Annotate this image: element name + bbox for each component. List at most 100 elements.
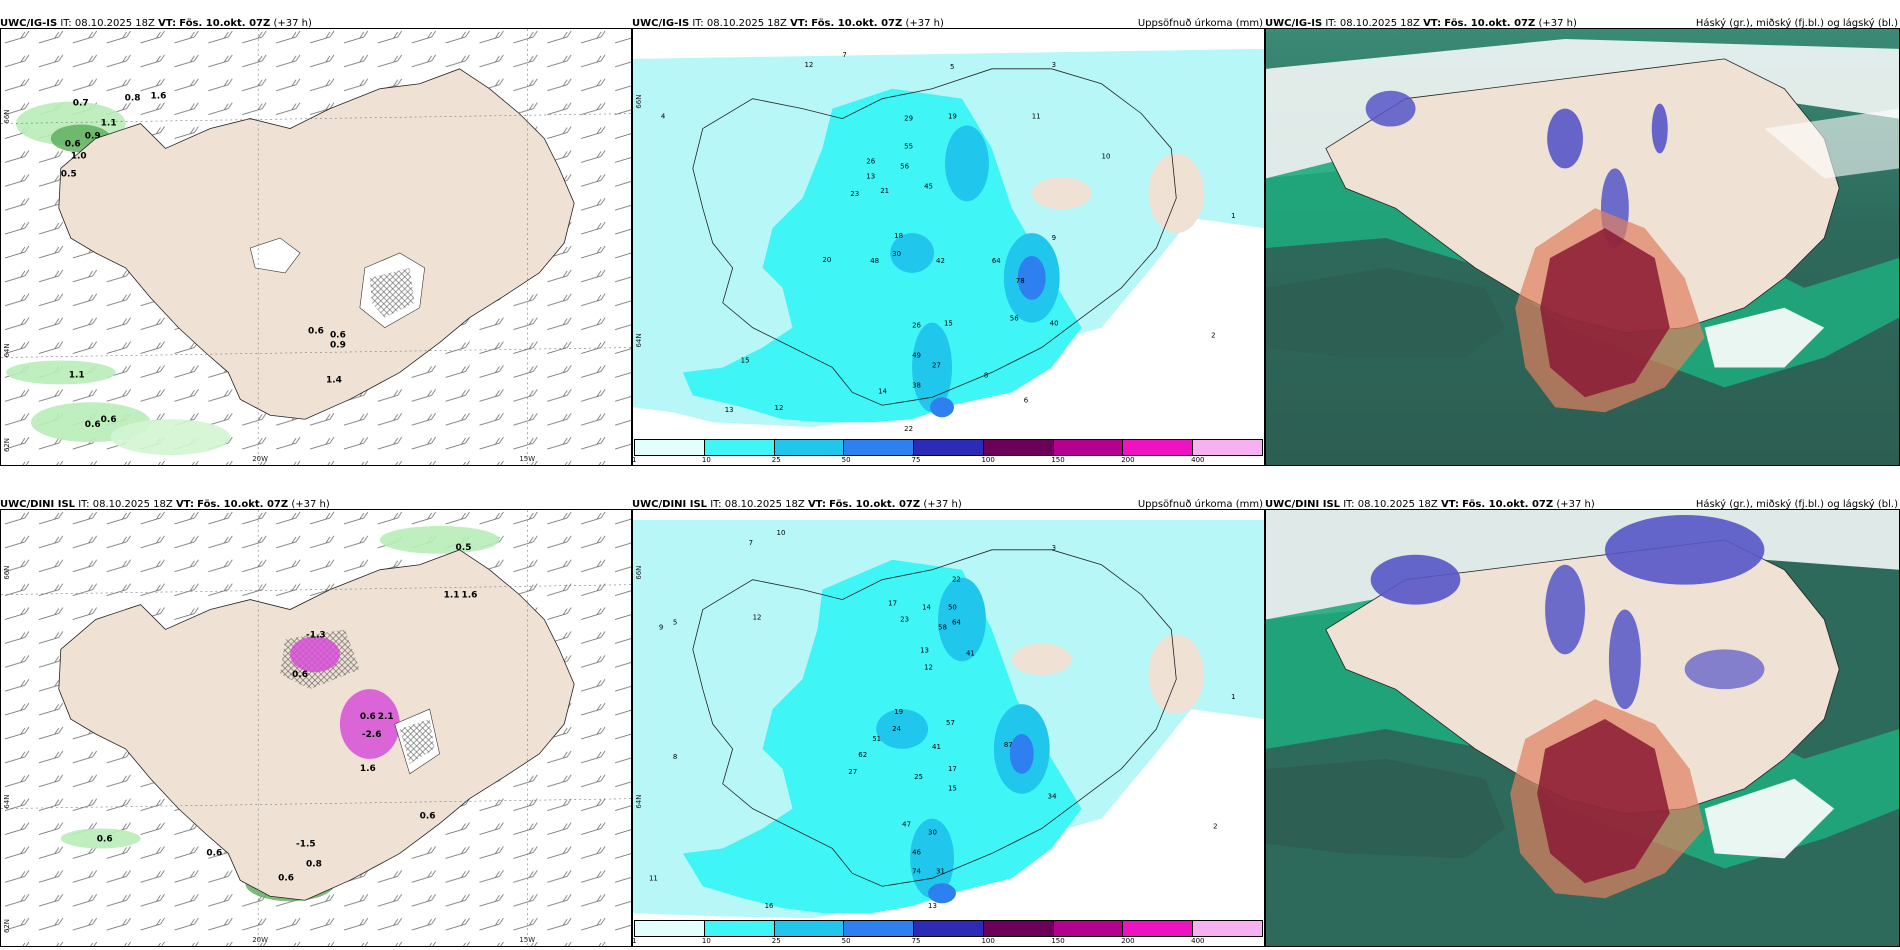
- cloud-map-svg: [1266, 29, 1899, 465]
- cloud-map-svg: [1266, 510, 1899, 946]
- value-label: 16: [765, 902, 774, 910]
- value-label: 24: [892, 725, 901, 733]
- value-label: 0.6: [101, 415, 117, 425]
- value-label: 41: [966, 649, 975, 657]
- colorbar-label: 1: [632, 456, 637, 464]
- value-label: 0.6: [278, 873, 294, 883]
- value-label: 0.5: [61, 169, 77, 179]
- value-label: 0.6: [206, 848, 222, 858]
- value-label: 45: [924, 182, 933, 190]
- value-label: 8: [673, 753, 677, 761]
- value-label: 48: [870, 257, 879, 265]
- value-label: 3: [1052, 61, 1056, 69]
- value-label: 10: [777, 529, 786, 537]
- value-label: 13: [920, 646, 929, 654]
- tick-label: 66N: [3, 109, 11, 123]
- colorbar-label: 50: [841, 937, 851, 945]
- tick-label: 66N: [635, 566, 643, 580]
- colorbar-swatch: [774, 921, 845, 936]
- panel-clouds-dini: UWC/DINI ISL IT: 08.10.2025 18Z VT: Fös.…: [1265, 495, 1900, 947]
- value-label: 12: [804, 61, 813, 69]
- map-area[interactable]: [1265, 509, 1900, 947]
- colorbar-label: 1: [632, 937, 637, 945]
- value-label: 1: [1231, 693, 1235, 701]
- value-label: 4: [661, 113, 666, 121]
- colorbar-label: 400: [1191, 937, 1205, 945]
- value-label: 19: [948, 113, 957, 121]
- value-label: 0.6: [420, 812, 436, 822]
- tick-label: 20W: [252, 455, 268, 463]
- panel-wind-dini: UWC/DINI ISL IT: 08.10.2025 18Z VT: Fös.…: [0, 495, 632, 947]
- value-label: 1.0: [71, 151, 87, 161]
- value-label: 40: [1050, 320, 1059, 328]
- value-label: 29: [904, 115, 913, 123]
- iceland-land: [58, 549, 575, 901]
- value-label: 17: [888, 600, 897, 608]
- value-label: 21: [880, 187, 889, 195]
- map-area[interactable]: [1265, 28, 1900, 466]
- colorbar: 1 10 25 50 75 100 150 200 400: [633, 920, 1264, 946]
- value-label: 0.6: [360, 712, 376, 722]
- wind-map-svg: 20W 15W 66N 64N 62N 0.7 0.8 1.6 1.1 0.9 …: [1, 29, 631, 465]
- map-area[interactable]: 20W 15W 66N 64N 62N 0.7 0.8 1.6 1.1 0.9 …: [0, 28, 632, 466]
- colorbar-label: 150: [1051, 456, 1065, 464]
- panel-title: UWC/DINI ISL IT: 08.10.2025 18Z VT: Fös.…: [1265, 499, 1898, 510]
- value-label: 38: [912, 381, 921, 389]
- value-label: 26: [866, 157, 875, 165]
- value-label: 0.6: [65, 139, 81, 149]
- tick-label: 62N: [3, 438, 11, 452]
- value-label: 7: [749, 539, 753, 547]
- value-label: 0.5: [456, 543, 472, 553]
- colorbar-swatch: [704, 440, 775, 455]
- tick-label: 64N: [635, 333, 643, 347]
- value-label: 42: [936, 257, 945, 265]
- value-label: 5: [673, 618, 677, 626]
- precip-map-svg: 66N 64N 12 10 7 5 3 22 50 17 23 14 58 64…: [633, 510, 1264, 946]
- value-label: 18: [894, 232, 903, 240]
- map-area[interactable]: 20W 15W 66N 64N 62N 0.5 1.1 1.6 -1.3 0.6…: [0, 509, 632, 947]
- colorbar-label: 400: [1191, 456, 1205, 464]
- panel-title: UWC/IG-IS IT: 08.10.2025 18Z VT: Fös. 10…: [632, 18, 1263, 29]
- tick-label: 20W: [252, 936, 268, 944]
- colorbar-label: 75: [911, 456, 921, 464]
- value-label: 13: [725, 406, 734, 414]
- value-label: 22: [952, 576, 961, 584]
- tick-label: 15W: [519, 936, 535, 944]
- value-label: 1.6: [151, 92, 167, 102]
- value-label: -1.5: [296, 839, 316, 849]
- value-label: 27: [848, 768, 857, 776]
- colorbar-label: 50: [841, 456, 851, 464]
- colorbar-swatch: [635, 440, 705, 455]
- colorbar-swatch: [914, 440, 984, 455]
- value-label: -2.6: [362, 730, 382, 740]
- value-label: 78: [1016, 277, 1025, 285]
- value-label: 26: [912, 322, 921, 330]
- colorbar-swatch: [635, 921, 705, 936]
- panel-title: UWC/IG-IS IT: 08.10.2025 18Z VT: Fös. 10…: [0, 18, 312, 29]
- colorbar-swatch: [1193, 921, 1263, 936]
- map-area[interactable]: 66N 64N 12 7 5 4 3 29 19 55 26 56 45 23 …: [632, 28, 1265, 466]
- colorbar-swatch: [1123, 921, 1194, 936]
- value-label: 17: [948, 765, 957, 773]
- value-label: 22: [904, 425, 913, 433]
- value-label: 3: [1052, 544, 1056, 552]
- panel-title: UWC/DINI ISL IT: 08.10.2025 18Z VT: Fös.…: [0, 499, 330, 510]
- value-label: 9: [659, 623, 663, 631]
- colorbar-label: 75: [911, 937, 921, 945]
- value-label: 6: [1024, 396, 1028, 404]
- value-label: 51: [872, 735, 881, 743]
- value-label: 2: [1211, 332, 1215, 340]
- value-label: 49: [912, 351, 921, 359]
- tick-label: 66N: [635, 95, 643, 109]
- tick-label: 64N: [3, 343, 11, 357]
- value-label: 1.4: [326, 375, 342, 385]
- colorbar-swatch: [774, 440, 845, 455]
- panel-precip-igis: UWC/IG-IS IT: 08.10.2025 18Z VT: Fös. 10…: [632, 14, 1265, 466]
- value-label: 1.6: [462, 591, 478, 601]
- panel-title: UWC/DINI ISL IT: 08.10.2025 18Z VT: Fös.…: [632, 499, 1263, 510]
- map-area[interactable]: 66N 64N 12 10 7 5 3 22 50 17 23 14 58 64…: [632, 509, 1265, 947]
- panel-precip-dini: UWC/DINI ISL IT: 08.10.2025 18Z VT: Fös.…: [632, 495, 1265, 947]
- value-label: 0.6: [85, 420, 101, 430]
- value-label: 58: [938, 623, 947, 631]
- value-label: 57: [946, 719, 955, 727]
